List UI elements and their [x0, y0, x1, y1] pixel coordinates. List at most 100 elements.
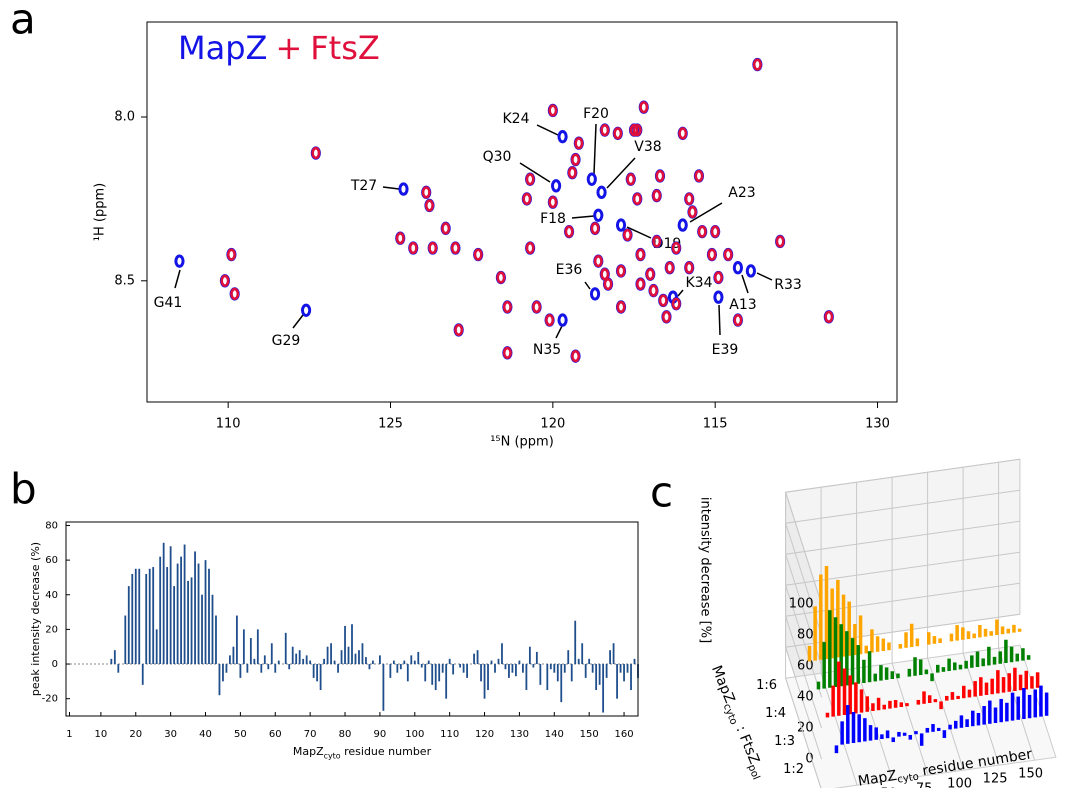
bar	[117, 664, 120, 673]
bar	[403, 660, 406, 665]
x-axis-label: ¹⁵N (ppm)	[490, 435, 554, 450]
bar	[619, 664, 622, 673]
bar	[333, 660, 336, 665]
bar	[208, 568, 210, 665]
peak	[525, 241, 535, 255]
bar	[155, 629, 158, 665]
bar	[229, 655, 231, 665]
x-tick-label: 130	[865, 417, 890, 432]
bar	[351, 624, 353, 665]
peak	[593, 255, 603, 268]
bar	[462, 664, 465, 673]
label-part: pol	[745, 763, 761, 781]
peak	[775, 235, 785, 248]
bar	[480, 664, 482, 682]
bar	[581, 643, 584, 665]
annotation-line	[292, 314, 304, 329]
peak	[626, 173, 636, 186]
bar	[532, 664, 535, 668]
x-tick-label: 150	[580, 729, 599, 740]
peak	[623, 228, 633, 242]
bar	[511, 664, 514, 673]
bar	[424, 664, 427, 682]
bar	[145, 573, 148, 665]
bar	[379, 655, 381, 665]
annotation: A13	[729, 297, 756, 313]
bar	[246, 664, 249, 673]
peak	[707, 248, 717, 261]
peak	[603, 277, 613, 291]
bar	[588, 658, 591, 665]
bar	[211, 594, 214, 665]
panel-label: a	[10, 0, 36, 44]
z-tick-label: 20	[797, 721, 814, 736]
z-tick-label: 0	[805, 752, 813, 767]
bar	[361, 643, 364, 665]
peak	[745, 264, 756, 278]
x-tick-label: 120	[475, 729, 494, 740]
bar	[623, 664, 625, 682]
label-part: MapZ	[857, 768, 898, 788]
peak	[532, 300, 542, 314]
bar	[169, 546, 172, 665]
bar	[242, 629, 245, 665]
annotation-line	[571, 215, 595, 219]
bar	[570, 664, 573, 682]
grid-line	[820, 487, 858, 786]
bar	[218, 664, 221, 696]
bar	[410, 655, 413, 665]
grid-line	[927, 472, 965, 771]
x-tick-label: 100	[405, 729, 424, 740]
bar	[274, 664, 277, 673]
annotation: N35	[533, 342, 561, 358]
bar	[528, 646, 531, 665]
x-tick-label: 100	[947, 777, 972, 788]
peak	[596, 185, 607, 200]
peak	[697, 225, 707, 238]
bar	[305, 655, 308, 665]
peak	[571, 153, 581, 166]
peak	[571, 350, 581, 363]
bar	[612, 643, 615, 665]
bar	[316, 664, 319, 682]
x-tick-label: 80	[339, 729, 352, 740]
peak	[557, 313, 568, 327]
peak	[678, 127, 688, 140]
y-tick-label: 1:2	[783, 762, 804, 777]
bar	[183, 544, 186, 665]
label-part: cyto	[897, 771, 920, 785]
annotation-line	[689, 202, 723, 223]
peak	[677, 218, 688, 232]
bar	[487, 664, 489, 691]
bar	[490, 660, 493, 665]
annotation-line	[584, 281, 591, 290]
bar	[127, 586, 130, 665]
peak	[661, 310, 671, 323]
bar	[553, 664, 556, 673]
bar	[344, 625, 346, 665]
peak	[548, 104, 558, 117]
bar	[413, 660, 416, 665]
peak	[655, 169, 665, 183]
panel-label: c	[650, 468, 673, 517]
bar	[173, 586, 176, 665]
y-tick-label: 8.5	[114, 273, 135, 288]
bar	[567, 650, 570, 665]
x-tick-label: 30	[164, 729, 177, 740]
bar	[434, 664, 437, 691]
bar	[483, 664, 486, 699]
z-tick-label: 100	[789, 597, 814, 612]
x-tick-label: 20	[129, 729, 142, 740]
peak	[220, 274, 230, 287]
axis-label: MapZcyto residue number	[293, 745, 432, 760]
peak	[639, 101, 649, 114]
bar	[284, 632, 287, 665]
bar	[138, 568, 141, 665]
peak	[713, 290, 724, 304]
bar	[194, 551, 196, 665]
peak	[636, 277, 646, 291]
peak	[684, 261, 694, 274]
peak	[421, 186, 431, 199]
bar	[270, 643, 273, 665]
bar	[504, 664, 507, 670]
